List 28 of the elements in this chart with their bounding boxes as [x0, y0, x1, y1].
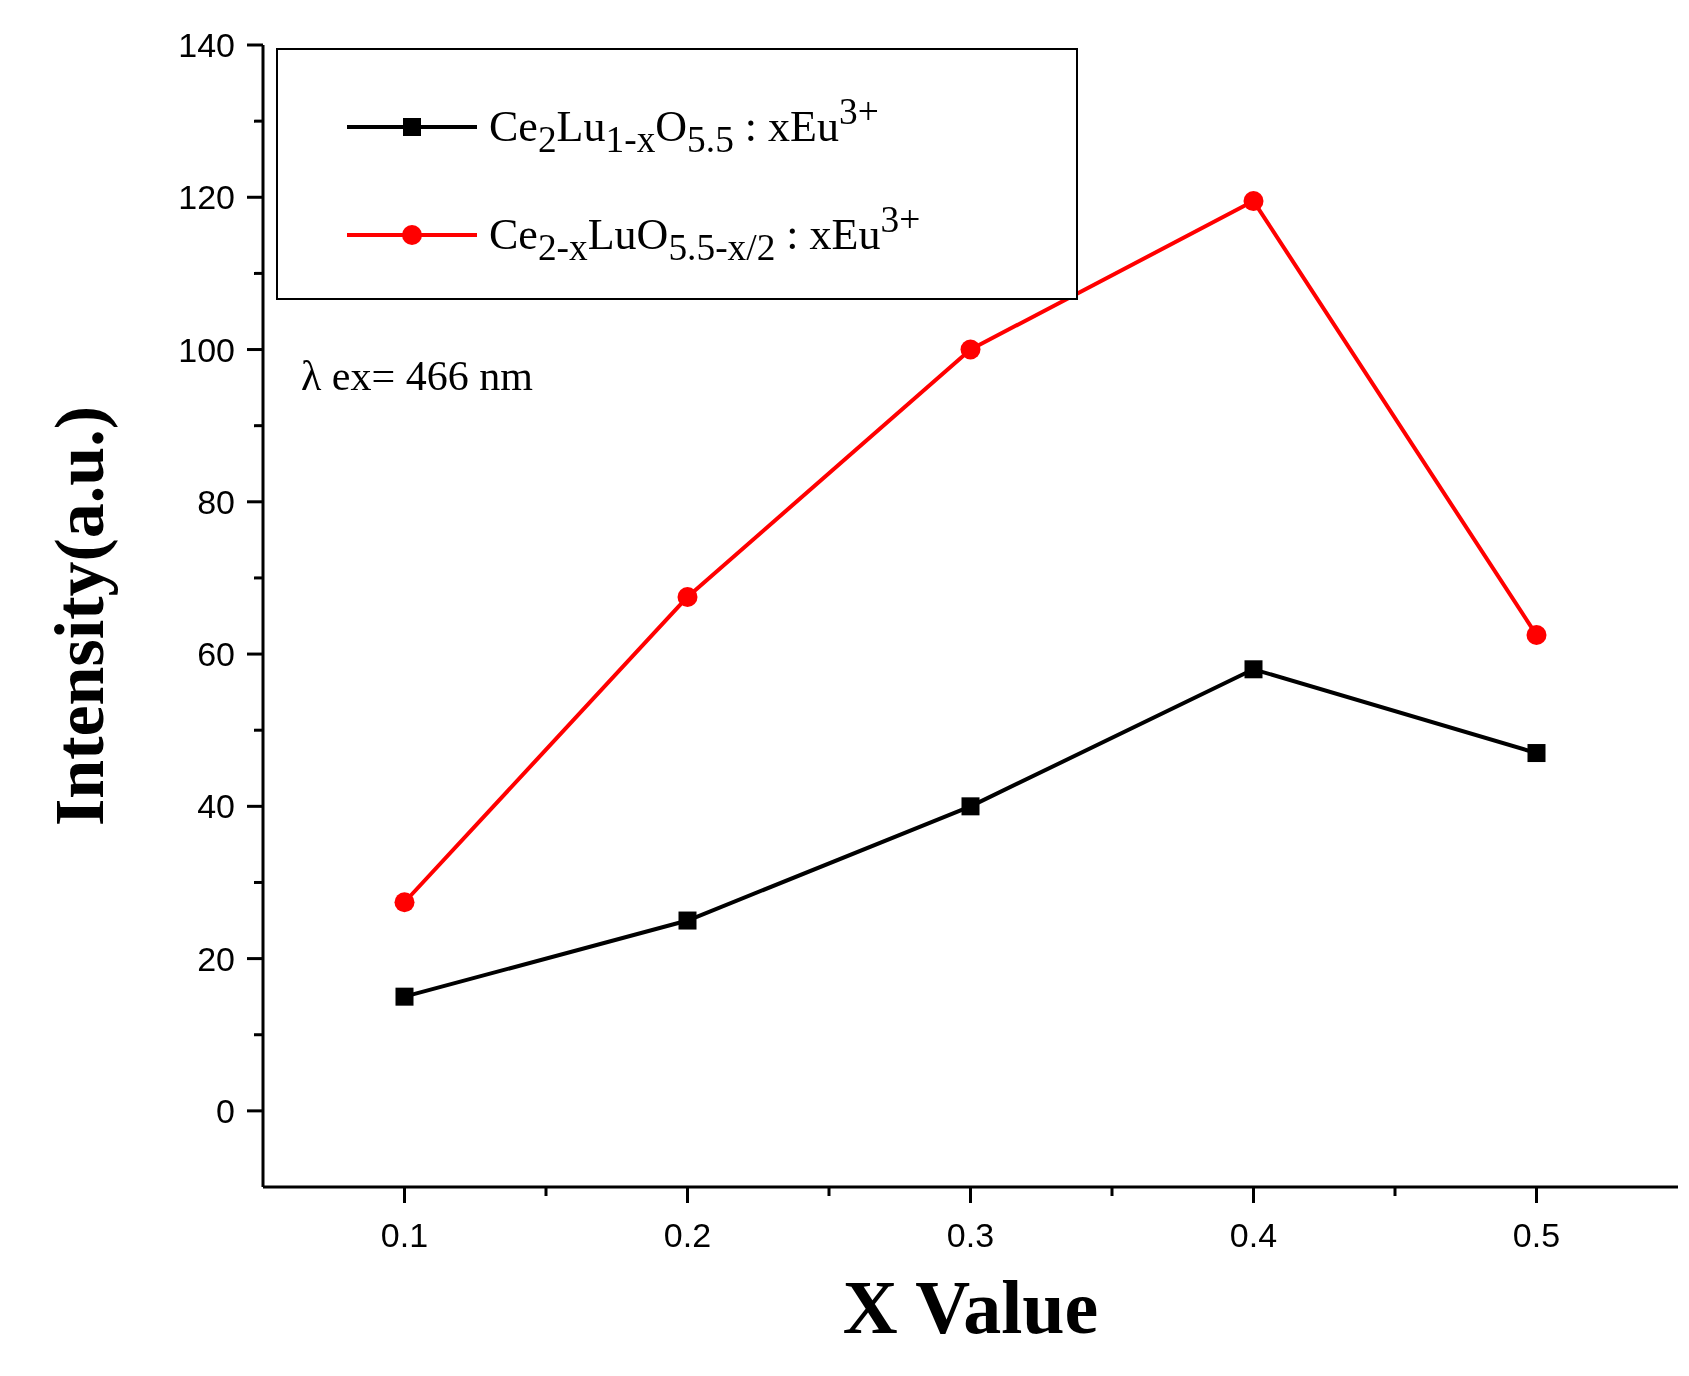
x-tick-label: 0.2	[663, 1216, 712, 1254]
point	[395, 987, 414, 1006]
point	[961, 797, 980, 816]
point	[1527, 744, 1546, 763]
y-axis-title: Intensity(a.u.)	[41, 405, 118, 827]
annotation: λ ex= 466 nm	[301, 353, 534, 399]
y-tick-label: 20	[197, 939, 235, 978]
point	[1243, 191, 1264, 212]
legend-label: Ce$_{2}$Lu$_{1-x}$O$_{5.5}$ : xEu$^{3+}$	[489, 91, 879, 161]
x-tick-label: 0.4	[1229, 1216, 1278, 1254]
point	[394, 892, 415, 913]
y-tick-label: 40	[197, 787, 235, 826]
y-tick-label: 0	[216, 1091, 235, 1130]
x-tick-label: 0.5	[1512, 1216, 1561, 1254]
point	[1244, 660, 1263, 679]
point	[960, 339, 981, 360]
y-tick-label: 120	[178, 178, 235, 217]
y-tick-label: 140	[178, 26, 235, 64]
point	[677, 586, 698, 607]
x-tick-label: 0.3	[946, 1216, 995, 1254]
x-axis-title: X Value	[842, 1265, 1099, 1349]
y-tick-label: 100	[178, 330, 235, 369]
point	[1526, 625, 1547, 646]
y-tick-label: 60	[197, 635, 235, 674]
legend-label: Ce$_{2-x}$LuO$_{5.5-x/2}$ : xEu$^{3+}$	[489, 199, 921, 269]
point	[678, 911, 697, 930]
y-tick-label: 80	[197, 482, 235, 521]
x-tick-label: 0.1	[380, 1216, 429, 1254]
